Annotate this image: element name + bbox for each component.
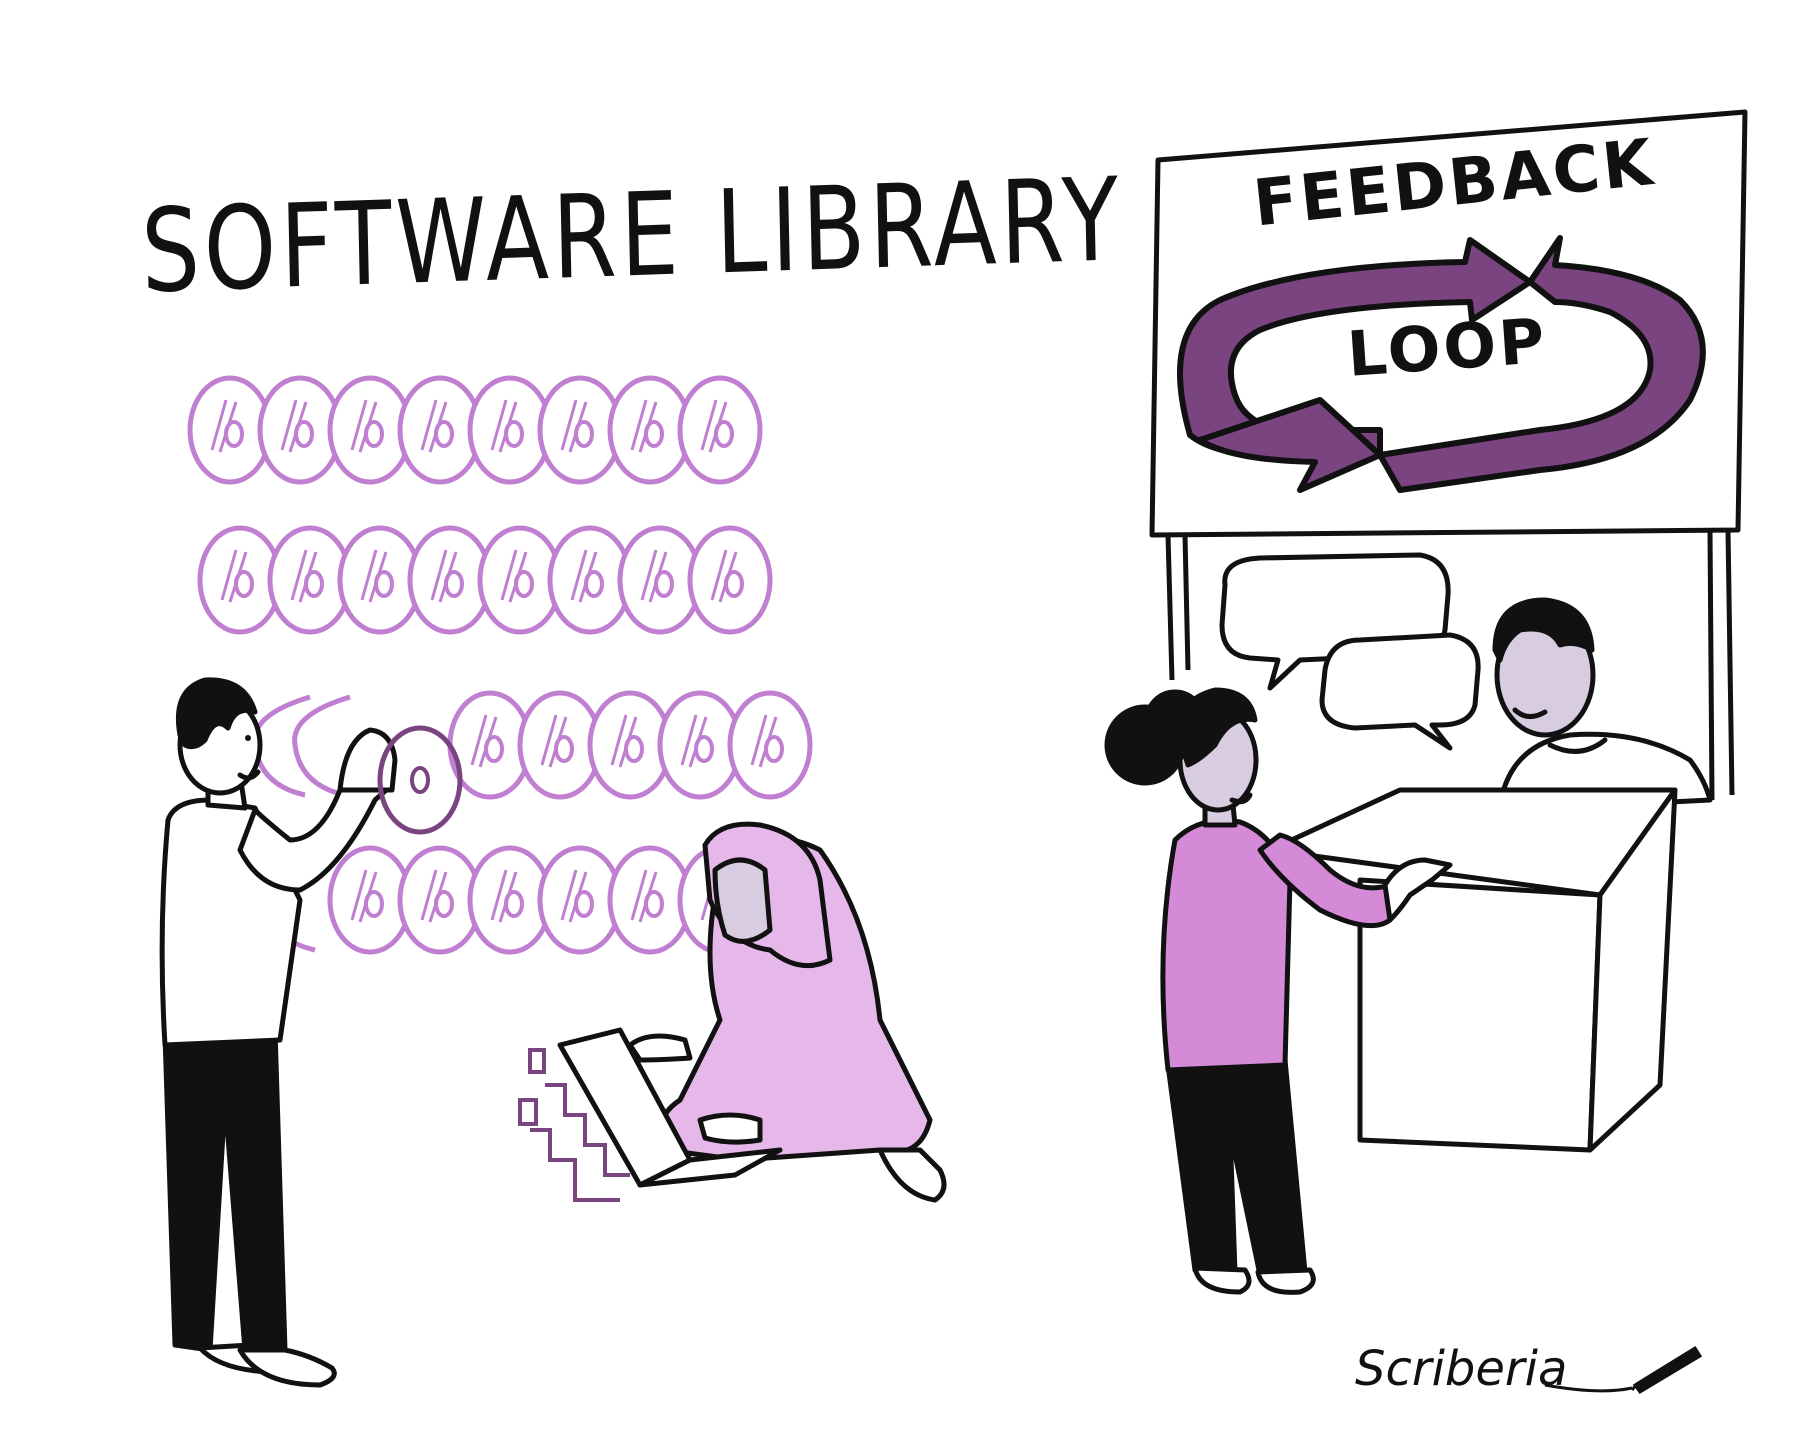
man-behind-counter-figure bbox=[1492, 597, 1713, 813]
percent-disc-icon bbox=[467, 375, 553, 485]
partial-disc-icon bbox=[292, 694, 351, 798]
pixel-trail-decoration bbox=[518, 1048, 630, 1202]
software-library-disc-grid bbox=[187, 375, 813, 955]
loop-arrows-icon bbox=[1177, 235, 1706, 493]
percent-disc-icon bbox=[397, 375, 483, 485]
percent-disc-icon bbox=[327, 845, 413, 955]
software-library-title: SOFTWARE LIBRARY bbox=[140, 152, 1124, 319]
woman-with-laptop-figure bbox=[557, 821, 947, 1203]
man-reaching-figure bbox=[159, 677, 398, 1388]
speech-bubble-icon bbox=[1319, 632, 1481, 751]
counter-lectern bbox=[1267, 787, 1678, 1153]
percent-disc-icon bbox=[677, 375, 763, 485]
speech-bubbles bbox=[1219, 552, 1481, 751]
pen-icon bbox=[1630, 1345, 1703, 1394]
signature: Scriberia bbox=[1355, 1341, 1567, 1397]
percent-disc-icon bbox=[727, 690, 813, 800]
percent-disc-icon bbox=[407, 525, 493, 635]
partial-disc-icon bbox=[252, 694, 311, 798]
loop-sign-label: LOOP bbox=[1345, 304, 1550, 391]
dark-disc-being-taken bbox=[377, 725, 463, 835]
percent-disc-icon bbox=[397, 845, 483, 955]
percent-disc-icon bbox=[517, 690, 603, 800]
signature-underline bbox=[1544, 1383, 1633, 1393]
woman-pink-top-figure bbox=[1104, 687, 1453, 1295]
percent-disc-icon bbox=[607, 845, 693, 955]
percent-disc-icon bbox=[687, 525, 773, 635]
